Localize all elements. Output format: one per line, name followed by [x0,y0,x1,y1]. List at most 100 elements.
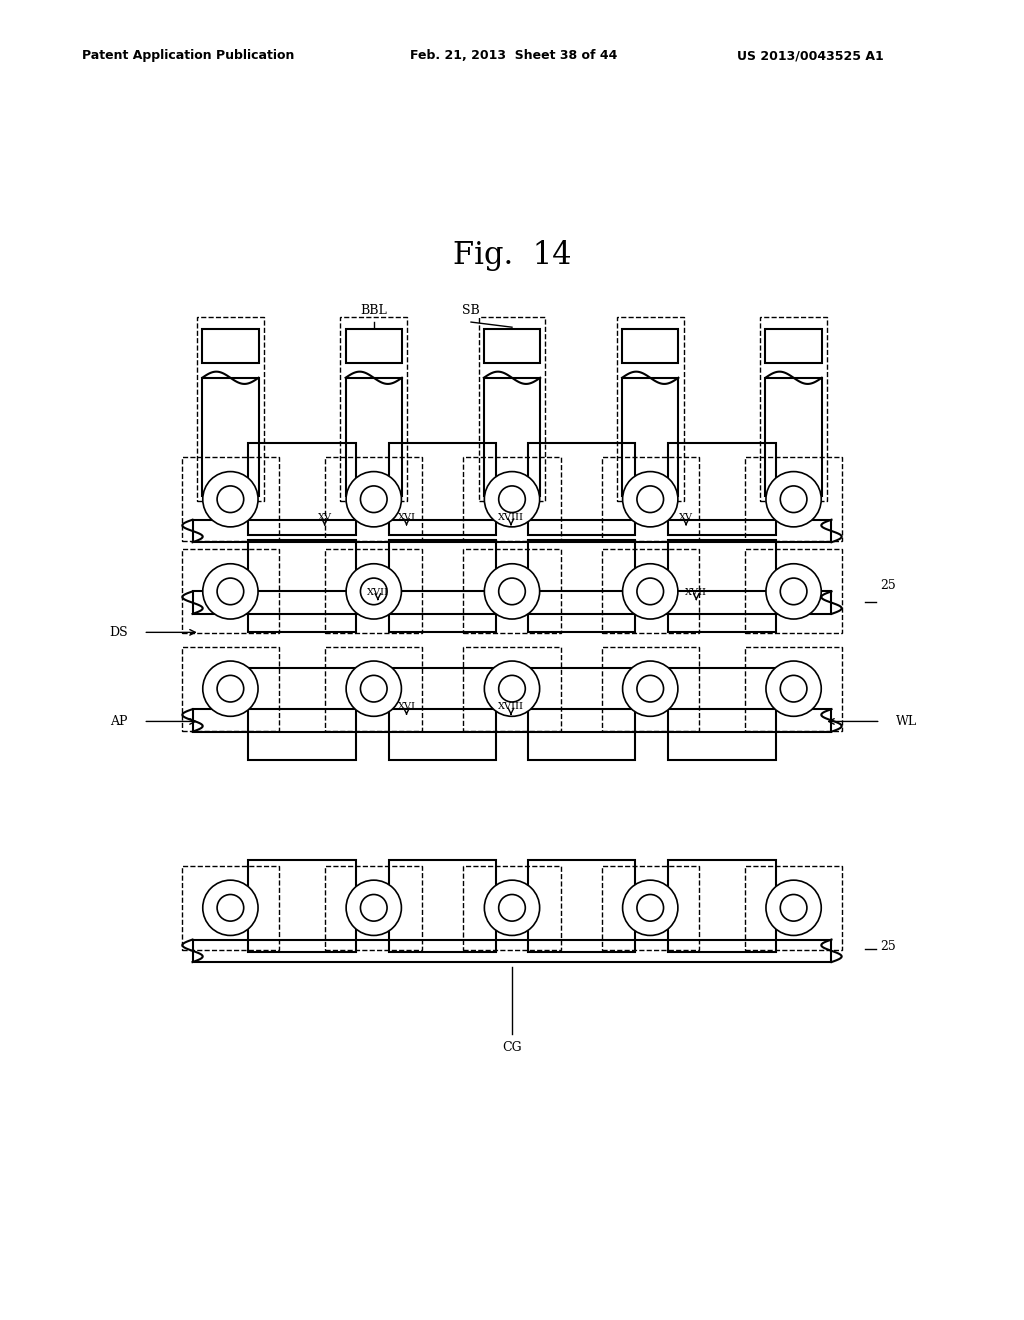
Bar [193,940,831,962]
Circle shape [360,486,387,512]
Bar [528,444,635,535]
Text: 25: 25 [881,940,896,953]
Bar [193,520,831,543]
Text: XV: XV [317,512,332,521]
Bar [766,329,822,363]
Bar [623,378,679,496]
Bar [602,457,698,541]
Text: XV: XV [679,512,693,521]
Bar [182,457,279,541]
Circle shape [203,471,258,527]
Circle shape [780,895,807,921]
Circle shape [623,661,678,717]
Bar [193,591,831,614]
Circle shape [637,895,664,921]
Text: XVIII: XVIII [498,702,524,711]
Bar [602,866,698,950]
Text: US 2013/0043525 A1: US 2013/0043525 A1 [737,49,884,62]
Bar [463,457,561,541]
Bar [528,668,635,760]
Bar [616,317,684,502]
Bar [668,668,776,760]
Bar [326,549,422,634]
Circle shape [637,676,664,702]
Bar [345,329,401,363]
Circle shape [780,578,807,605]
Bar [766,378,822,496]
Circle shape [499,895,525,921]
Text: BBL: BBL [360,304,387,317]
Bar [182,866,279,950]
Circle shape [623,880,678,936]
Bar [389,668,496,760]
Text: AP: AP [111,715,128,727]
Circle shape [217,676,244,702]
Bar [203,378,258,496]
Text: CG: CG [502,1041,522,1053]
Circle shape [346,661,401,717]
Bar [602,647,698,731]
Circle shape [360,895,387,921]
Bar [389,540,496,632]
Bar [668,540,776,632]
Bar [745,457,842,541]
Bar [623,329,679,363]
Circle shape [217,486,244,512]
Bar [203,329,258,363]
Bar [745,549,842,634]
Circle shape [499,486,525,512]
Circle shape [623,564,678,619]
Circle shape [637,578,664,605]
Bar [463,866,561,950]
Bar [745,866,842,950]
Text: XVI: XVI [397,512,416,521]
Bar [182,647,279,731]
Bar [528,859,635,952]
Bar [326,457,422,541]
Circle shape [637,486,664,512]
Circle shape [360,676,387,702]
Circle shape [203,564,258,619]
Circle shape [780,676,807,702]
Circle shape [346,471,401,527]
Bar [668,859,776,952]
Bar [668,444,776,535]
Bar [248,444,356,535]
Bar [760,317,827,502]
Circle shape [766,471,821,527]
Bar [248,668,356,760]
Circle shape [484,471,540,527]
Circle shape [203,661,258,717]
Text: Feb. 21, 2013  Sheet 38 of 44: Feb. 21, 2013 Sheet 38 of 44 [410,49,617,62]
Circle shape [217,895,244,921]
Text: SB: SB [462,304,480,317]
Bar [248,859,356,952]
Circle shape [203,880,258,936]
Circle shape [360,578,387,605]
Circle shape [484,661,540,717]
Bar [326,647,422,731]
Bar [389,859,496,952]
Bar [602,549,698,634]
Circle shape [484,880,540,936]
Bar [483,378,541,496]
Text: XVII: XVII [685,587,708,597]
Bar [345,378,401,496]
Text: DS: DS [110,626,128,639]
Text: WL: WL [896,715,918,727]
Bar [340,317,407,502]
Bar [478,317,545,502]
Bar [483,329,541,363]
Bar [528,540,635,632]
Bar [326,866,422,950]
Bar [463,549,561,634]
Bar [193,709,831,731]
Bar [389,444,496,535]
Circle shape [499,676,525,702]
Circle shape [780,486,807,512]
Circle shape [484,564,540,619]
Bar [248,540,356,632]
Bar [197,317,264,502]
Circle shape [346,564,401,619]
Text: XVII: XVII [367,587,389,597]
